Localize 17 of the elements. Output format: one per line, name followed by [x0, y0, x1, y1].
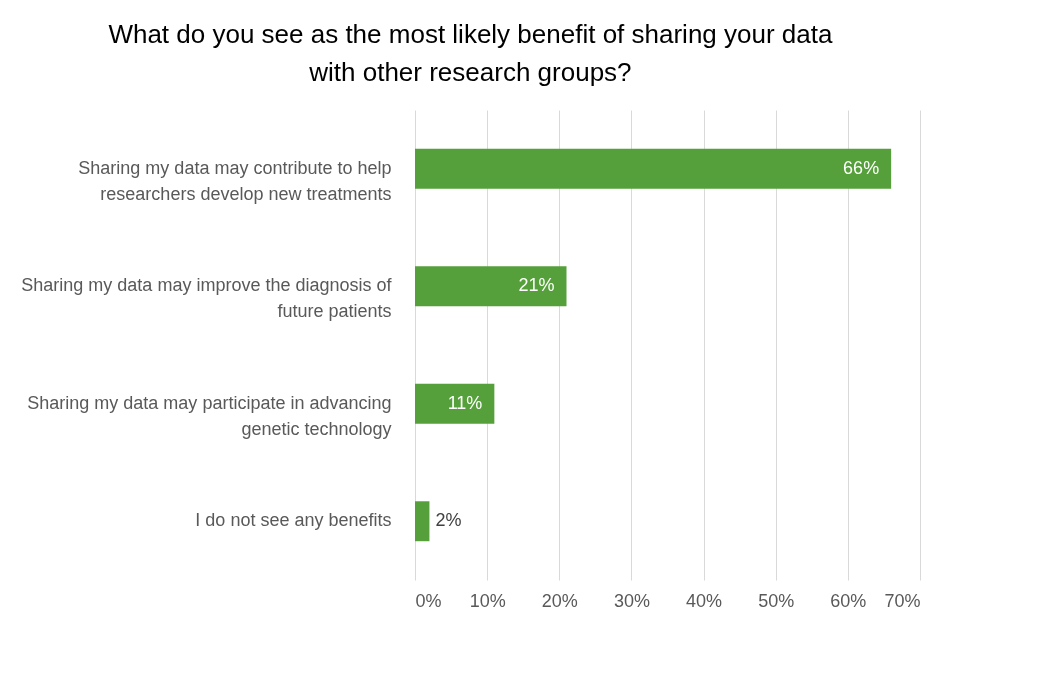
y-tick-label: Sharing my data may contribute to help researchers develop new treatments — [78, 157, 392, 204]
x-tick-label: 10% — [469, 590, 506, 611]
y-tick-label: Sharing my data may participate in advancing genetic technology — [27, 392, 392, 439]
chart-title: What do you see as the most likely benefit of sharing your data with other research groups? — [108, 19, 833, 87]
x-tick-label: 50% — [758, 590, 795, 611]
data-label: 2% — [435, 510, 462, 531]
x-tick-label: 70% — [884, 590, 921, 611]
data-label: 21% — [518, 275, 555, 296]
x-tick-label: 60% — [830, 590, 867, 611]
x-tick-label: 40% — [686, 590, 723, 611]
data-label: 11% — [447, 392, 483, 413]
x-tick-label: 30% — [613, 590, 650, 611]
x-tick-label: 0% — [415, 590, 442, 611]
data-label: 66% — [843, 157, 880, 178]
x-tick-label: 20% — [541, 590, 578, 611]
y-tick-label: Sharing my data may improve the diagnosis of future patients — [21, 275, 393, 322]
y-tick-label: I do not see any benefits — [195, 510, 392, 531]
